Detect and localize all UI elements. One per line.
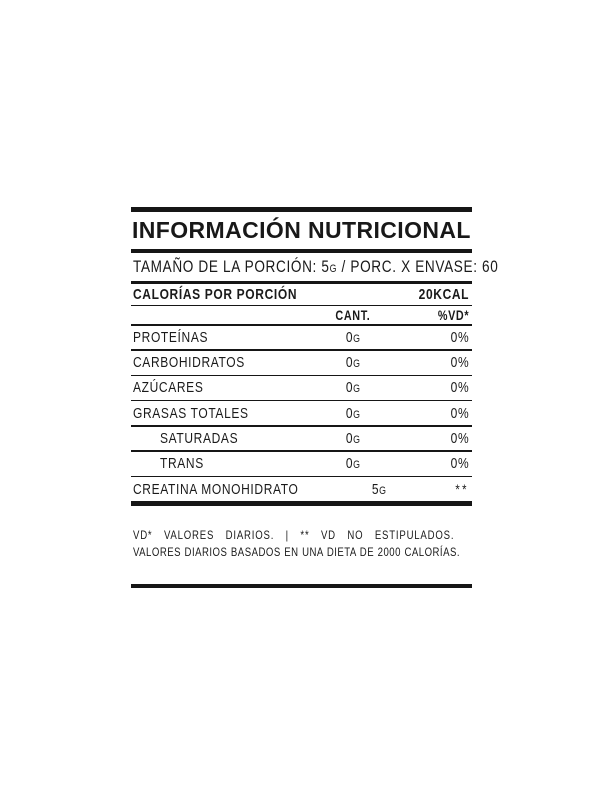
nutrient-amount: 0G — [345, 404, 361, 422]
divider — [131, 475, 472, 478]
bottom-border-bar — [131, 583, 472, 589]
column-header-row: CANT. %VD* — [131, 306, 472, 324]
servings-per-container-label: PORC. X ENVASE: — [350, 256, 478, 276]
footnotes: VD* VALORES DIARIOS. | ** VD NO ESTIPULA… — [131, 527, 472, 561]
serving-size-value: 5G — [321, 256, 338, 276]
servings-per-container-value: 60 — [482, 256, 499, 276]
serving-size-label: TAMAÑO DE LA PORCIÓN: — [133, 256, 317, 276]
nutrient-dv: 0% — [450, 328, 469, 346]
footnote-line-2: VALORES DIARIOS BASADOS EN UNA DIETA DE … — [133, 544, 460, 559]
nutrient-dv: ** — [455, 480, 469, 497]
nutrient-name: SATURADAS — [160, 430, 239, 448]
nutrient-dv: 0% — [450, 379, 469, 397]
row-carbohidratos: CARBOHIDRATOS 0G 0% — [131, 351, 472, 375]
table-bottom-bar — [131, 501, 472, 506]
nutrient-dv: 0% — [450, 430, 469, 448]
divider — [131, 304, 472, 306]
nutrient-name: TRANS — [160, 455, 204, 473]
calories-label: CALORÍAS POR PORCIÓN — [133, 285, 298, 303]
divider — [131, 349, 472, 351]
divider — [131, 374, 472, 377]
nutrient-name: CREATINA MONOHIDRATO — [133, 480, 299, 498]
row-proteinas: PROTEÍNAS 0G 0% — [131, 326, 472, 350]
divider — [131, 281, 472, 284]
nutrient-dv: 0% — [450, 455, 469, 473]
nutrition-label: INFORMACIÓN NUTRICIONAL TAMAÑO DE LA POR… — [131, 207, 498, 589]
footnote-line-1: VD* VALORES DIARIOS. | ** VD NO ESTIPULA… — [133, 527, 455, 542]
serving-size-text: TAMAÑO DE LA PORCIÓN: 5G / PORC. X ENVAS… — [133, 257, 498, 277]
divider — [131, 324, 472, 326]
column-header-dv: %VD* — [437, 307, 469, 323]
nutrient-amount: 5G — [371, 480, 387, 498]
nutrient-name: PROTEÍNAS — [133, 328, 209, 346]
divider — [131, 399, 472, 402]
row-saturadas: SATURADAS 0G 0% — [131, 427, 472, 451]
label-title: INFORMACIÓN NUTRICIONAL — [132, 216, 471, 243]
divider — [131, 450, 472, 452]
calories-value: 20KCAL — [418, 285, 469, 303]
nutrient-amount: 0G — [345, 328, 361, 346]
row-trans: TRANS 0G 0% — [131, 452, 472, 476]
row-grasas-totales: GRASAS TOTALES 0G 0% — [131, 401, 472, 425]
column-header-amount: CANT. — [335, 307, 371, 323]
nutrient-amount: 0G — [345, 354, 361, 372]
calories-row: CALORÍAS POR PORCIÓN 20KCAL — [131, 284, 472, 305]
nutrient-amount: 0G — [345, 379, 361, 397]
serving-divider: / — [341, 256, 346, 276]
row-azucares: AZÚCARES 0G 0% — [131, 376, 472, 400]
nutrient-amount: 0G — [345, 455, 361, 473]
nutrient-dv: 0% — [450, 354, 469, 372]
top-border-bar — [131, 207, 472, 212]
divider — [131, 249, 472, 253]
divider — [131, 425, 472, 427]
row-creatina-monohidrato: CREATINA MONOHIDRATO 5G ** — [131, 477, 472, 501]
nutrient-dv: 0% — [450, 404, 469, 422]
serving-size-row: TAMAÑO DE LA PORCIÓN: 5G / PORC. X ENVAS… — [131, 253, 498, 282]
nutrient-name: GRASAS TOTALES — [133, 404, 249, 422]
nutrient-name: AZÚCARES — [133, 379, 204, 397]
nutrient-name: CARBOHIDRATOS — [133, 354, 245, 372]
nutrient-amount: 0G — [345, 430, 361, 448]
